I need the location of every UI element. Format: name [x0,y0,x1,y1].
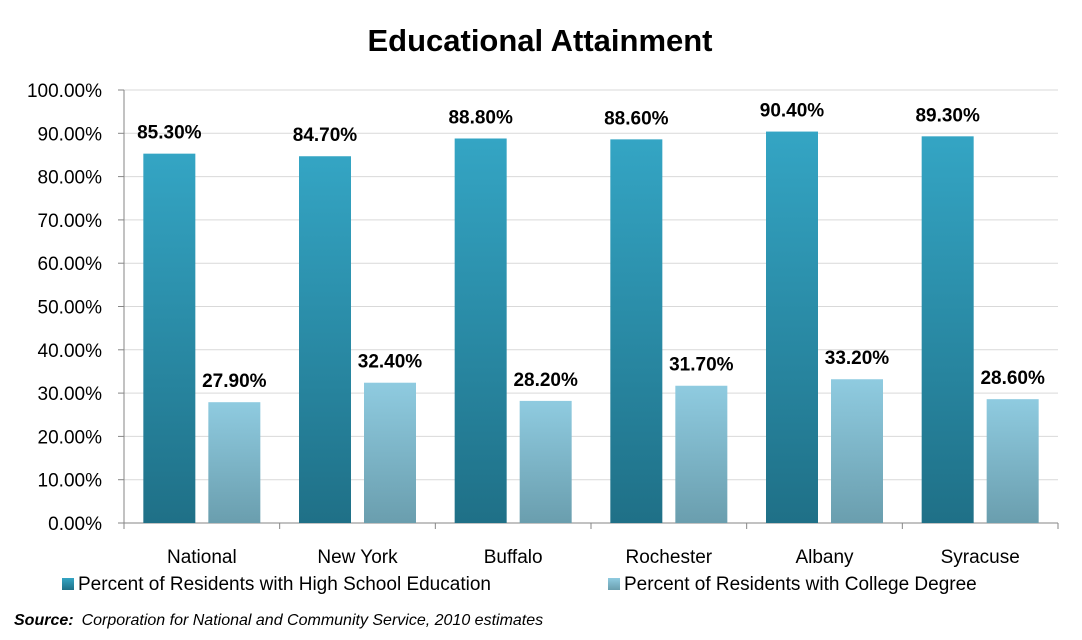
educational-attainment-chart: Educational Attainment 0.00% 10.00% 20.00%… [27,23,1059,595]
bar [519,400,572,523]
y-tick-label: 70.00% [38,211,103,232]
data-label: 28.20% [513,370,578,391]
y-tick-label: 30.00% [38,384,103,405]
data-label: 88.80% [448,107,513,128]
data-label: 32.40% [358,352,423,373]
source-note: Source: Corporation for National and Comm… [14,612,543,630]
bar [454,138,507,523]
data-label: 28.60% [980,368,1045,389]
data-labels: 85.30% 27.90% 84.70% 32.40% 88.80% 28.20% 88.6… [137,101,1045,393]
x-tick-label: Buffalo [484,547,543,568]
bar [675,385,728,523]
y-tick-label: 90.00% [38,124,103,145]
data-label: 88.60% [604,108,669,129]
bar [986,399,1039,523]
bar [208,402,261,523]
y-tick-label: 0.00% [48,514,102,535]
y-tick-label: 20.00% [38,427,103,448]
bar [143,153,196,523]
legend-swatch [608,578,620,590]
x-tick-label: Rochester [626,547,713,568]
data-label: 90.40% [760,101,825,122]
bar [921,136,974,523]
axes: 0.00% 10.00% 20.00% 30.00% 40.00% 50.00% 60.00… [27,81,1059,568]
data-label: 33.20% [825,348,890,369]
x-tick-label: Syracuse [941,547,1020,568]
data-label: 27.90% [202,371,267,392]
y-tick-label: 40.00% [38,341,103,362]
y-tick-label: 80.00% [38,168,103,189]
gridlines [124,89,1058,481]
bar [610,139,663,523]
data-label: 31.70% [669,355,734,376]
legend-swatch [62,578,74,590]
x-tick-label: New York [317,547,398,568]
chart-title: Educational Attainment [367,23,712,58]
bar [766,131,818,523]
data-label: 85.30% [137,123,202,144]
x-tick-label: National [167,547,237,568]
y-tick-label: 100.00% [27,81,102,102]
bar [364,382,416,523]
y-tick-label: 10.00% [38,471,103,492]
bar [299,156,351,523]
y-tick-label: 50.00% [38,298,103,319]
source-label: Source: [14,612,74,629]
legend-label: Percent of Residents with College Degree [624,574,977,595]
legend: Percent of Residents with High School Ed… [62,574,977,595]
data-label: 89.30% [915,105,980,126]
bar [831,379,883,523]
legend-label: Percent of Residents with High School Ed… [78,574,491,595]
bars [143,131,1039,523]
source-text: Corporation for National and Community S… [81,612,544,629]
x-tick-label: Albany [795,547,854,568]
data-label: 84.70% [293,125,358,146]
y-tick-label: 60.00% [38,254,103,275]
